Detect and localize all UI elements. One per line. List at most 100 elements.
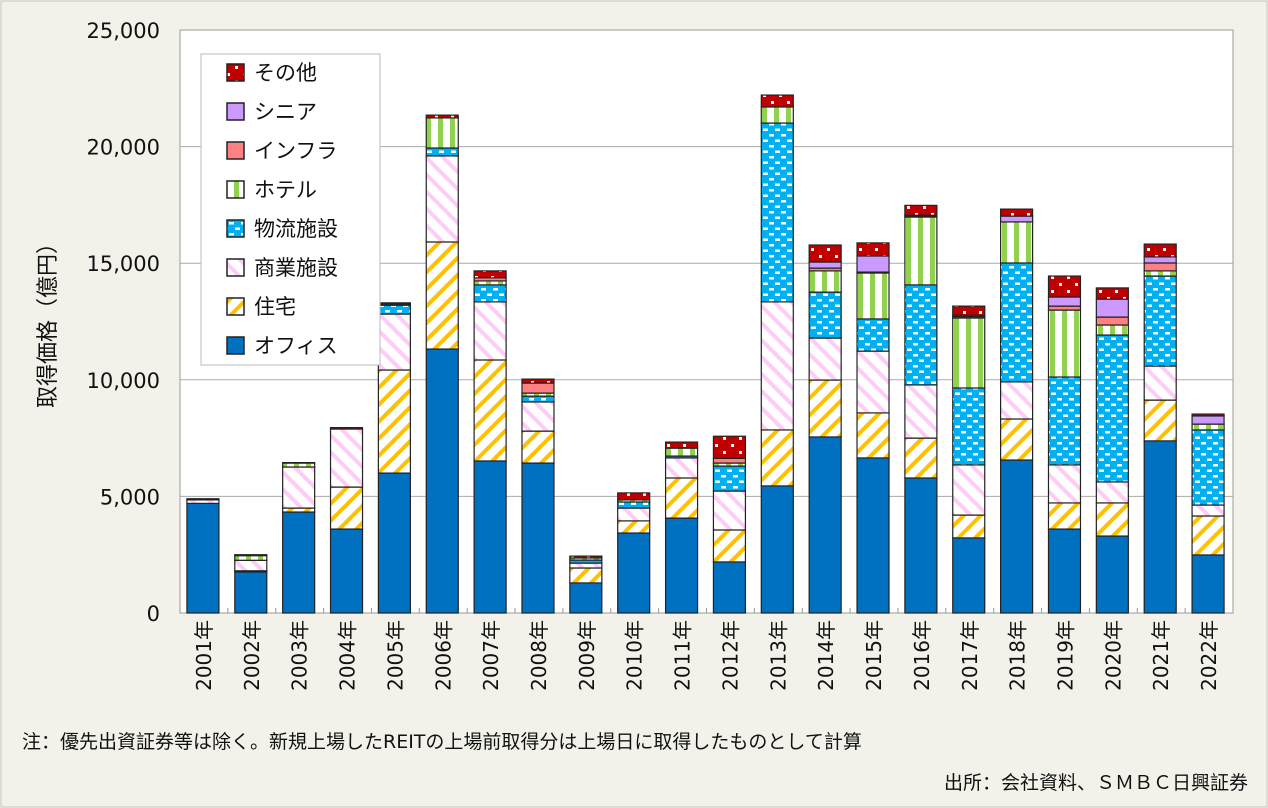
bar-segment — [1047, 309, 1082, 378]
bar-segment — [952, 537, 986, 614]
bar-segment — [521, 462, 555, 614]
x-tick-label: 2021年 — [1149, 620, 1173, 691]
legend-swatch — [226, 258, 245, 277]
bar-segment — [282, 511, 316, 614]
bar-segment — [1095, 287, 1129, 300]
bar-segment — [186, 502, 220, 614]
bar-segment — [1191, 504, 1225, 517]
bar-stack — [952, 305, 986, 614]
x-tick-label: 2009年 — [575, 620, 599, 691]
bar-segment — [664, 441, 699, 449]
legend-swatch — [226, 141, 245, 160]
bar-segment — [377, 304, 411, 315]
bar-segment — [904, 284, 938, 386]
bar-segment — [1095, 324, 1129, 336]
bar-segment — [329, 428, 364, 488]
bar-segment — [1000, 418, 1034, 461]
bar-stack — [808, 244, 842, 614]
bar-segment — [1191, 413, 1225, 417]
bar-segment — [1191, 554, 1225, 614]
x-tick-label: 2006年 — [431, 620, 455, 691]
bar-segment — [1047, 502, 1082, 530]
bar-segment — [904, 384, 938, 439]
x-tick-label: 2018年 — [1006, 620, 1030, 691]
bar-stack — [760, 94, 794, 614]
bar-segment — [1000, 459, 1034, 614]
bar-segment — [1000, 262, 1034, 383]
bar-segment — [521, 430, 555, 464]
legend-swatch — [226, 102, 245, 121]
legend-label: その他 — [254, 61, 317, 85]
bar-stack — [1047, 275, 1082, 614]
bar-segment — [569, 562, 603, 569]
bar-segment — [808, 291, 842, 339]
legend-swatch — [226, 297, 245, 316]
y-tick-label: 0 — [147, 602, 160, 626]
bar-segment — [425, 117, 459, 149]
x-tick-label: 2003年 — [288, 620, 312, 691]
bar-segment — [1000, 215, 1034, 223]
bar-segment — [473, 301, 507, 361]
bar-segment — [808, 244, 842, 263]
bar-segment — [186, 498, 220, 501]
bar-segment — [234, 571, 268, 614]
bar-segment — [808, 270, 842, 293]
bar-segment — [1000, 208, 1034, 217]
bar-segment — [760, 429, 794, 487]
bar-stack — [569, 555, 603, 614]
bar-segment — [952, 305, 986, 316]
footnote: 注：優先出資証券等は除く。新規上場したREITの上場前取得分は上場日に取得したも… — [22, 731, 862, 753]
bar-segment — [952, 317, 986, 389]
bar-segment — [712, 561, 747, 614]
bar-segment — [1143, 256, 1177, 264]
x-tick-label: 2013年 — [766, 620, 790, 691]
bar-segment — [1095, 535, 1129, 614]
bar-stack — [1191, 413, 1225, 614]
bar-segment — [664, 447, 699, 457]
bar-segment — [856, 457, 890, 614]
bar-segment — [1143, 243, 1177, 258]
bar-segment — [712, 529, 747, 563]
bar-segment — [856, 350, 890, 414]
bar-segment — [760, 301, 794, 431]
bar-segment — [1143, 275, 1177, 367]
bar-segment — [664, 517, 699, 614]
bar-segment — [1047, 376, 1082, 466]
bar-segment — [617, 501, 651, 509]
bar-segment — [808, 337, 842, 381]
bar-segment — [473, 284, 507, 303]
bar-segment — [329, 486, 364, 530]
x-tick-label: 2016年 — [910, 620, 934, 691]
x-tick-label: 2010年 — [623, 620, 647, 691]
bar-segment — [1095, 481, 1129, 504]
legend-label: シニア — [254, 100, 317, 124]
x-tick-label: 2012年 — [718, 620, 742, 691]
x-tick-label: 2017年 — [958, 620, 982, 691]
bar-segment — [521, 401, 555, 432]
bar-segment — [1095, 298, 1129, 318]
legend-label: 住宅 — [254, 295, 296, 319]
bar-segment — [760, 122, 794, 303]
legend-label: 物流施設 — [254, 217, 338, 241]
x-tick-label: 2002年 — [240, 620, 264, 691]
bar-segment — [1191, 429, 1225, 506]
bar-segment — [425, 241, 459, 350]
bar-segment — [712, 435, 747, 459]
legend-swatch — [226, 63, 245, 82]
bar-segment — [808, 379, 842, 438]
bar-stack — [377, 302, 411, 614]
bar-segment — [856, 412, 890, 459]
bar-segment — [569, 582, 603, 614]
bar-segment — [1191, 423, 1225, 431]
x-tick-label: 2007年 — [479, 620, 503, 691]
bar-segment — [664, 457, 699, 479]
bar-segment — [904, 216, 938, 286]
bar-segment — [569, 567, 603, 584]
bar-segment — [617, 492, 651, 501]
bar-segment — [1000, 221, 1034, 264]
bar-stack — [664, 441, 699, 614]
bar-segment — [377, 313, 411, 371]
bar-stack — [1000, 208, 1034, 614]
bar-segment — [664, 477, 699, 519]
